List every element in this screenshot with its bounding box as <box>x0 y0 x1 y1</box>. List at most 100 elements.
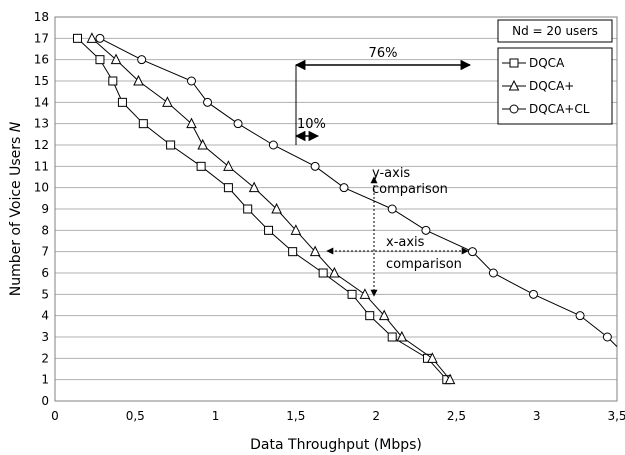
x-tick-label: 3,5 <box>607 409 625 423</box>
square-marker <box>138 119 148 129</box>
y-tick-label: 15 <box>34 74 49 88</box>
circle-marker <box>602 332 612 342</box>
info-box <box>497 19 613 43</box>
info-box-text: Nd = 20 users <box>512 24 598 38</box>
y-tick-label: 18 <box>34 10 49 24</box>
legend-item: DQCA <box>502 56 565 70</box>
y-tick-label: 14 <box>34 95 49 109</box>
square-marker <box>72 33 82 43</box>
triangle-marker <box>378 309 390 321</box>
square-marker <box>166 140 176 150</box>
circle-marker <box>529 289 539 299</box>
label-y-axis-2: comparison <box>372 182 448 197</box>
y-tick-label: 9 <box>41 202 49 216</box>
y-tick-label: 5 <box>41 287 49 301</box>
y-tick-label: 6 <box>41 266 49 280</box>
square-marker <box>243 204 253 214</box>
triangle-marker <box>223 160 234 171</box>
square-marker <box>223 183 233 193</box>
legend-item: DQCA+ <box>502 79 574 93</box>
label-y-axis-1: y-axis <box>372 166 410 181</box>
y-tick-label: 7 <box>41 245 49 259</box>
square-marker <box>288 247 298 257</box>
legend: DQCA DQCA+ DQCA+CL <box>497 47 613 125</box>
circle-marker <box>310 161 320 171</box>
triangle-marker <box>444 373 456 385</box>
x-tick-label: 1 <box>212 409 220 423</box>
circle-marker <box>203 97 213 107</box>
label-76pct: 76% <box>369 46 398 61</box>
y-tick-label: 0 <box>41 394 49 408</box>
triangle-marker <box>427 352 438 363</box>
square-marker <box>509 58 519 68</box>
triangle-marker <box>290 224 302 235</box>
series-dqca-pluscl <box>95 33 618 347</box>
y-tick-label: 1 <box>41 373 49 387</box>
triangle-marker <box>396 330 408 342</box>
x-tick-label: 2,5 <box>447 409 466 423</box>
x-tick-label: 2 <box>372 409 380 423</box>
x-tick-label: 1,5 <box>286 409 305 423</box>
y-tick-label: 12 <box>34 138 49 152</box>
y-axis-label: Number of Voice Users N <box>8 121 24 296</box>
plot-frame <box>54 16 618 402</box>
square-marker <box>108 76 118 86</box>
circle-marker <box>509 104 519 114</box>
triangle-marker <box>329 266 340 278</box>
circle-marker <box>95 33 105 43</box>
circle-marker <box>339 183 349 193</box>
square-marker <box>95 55 105 65</box>
y-tick-label: 4 <box>41 309 49 323</box>
x-tick-label: 0,5 <box>126 409 145 423</box>
y-tick-label: 11 <box>34 159 49 173</box>
x-tick-label: 0 <box>51 409 59 423</box>
y-tick-label: 3 <box>41 330 49 344</box>
label-10pct: 10% <box>297 117 326 132</box>
triangle-marker <box>133 74 144 86</box>
x-axis-label: Data Throughput (Mbps) <box>250 437 422 453</box>
circle-marker <box>268 140 278 150</box>
legend-label: DQCA+CL <box>529 102 590 116</box>
circle-marker <box>488 268 498 278</box>
triangle-marker <box>271 202 282 214</box>
square-marker <box>318 268 328 278</box>
y-tick-label: 17 <box>34 31 49 45</box>
triangle-marker <box>86 32 98 43</box>
y-axis-label-italic: N <box>8 121 24 132</box>
triangle-marker <box>110 53 122 65</box>
circle-marker <box>387 204 397 214</box>
x-tick-labels: 0 0,5 1 1,5 2 2,5 3 3,5 <box>51 409 625 423</box>
label-x-axis-2: comparison <box>386 257 462 272</box>
square-marker <box>264 225 274 235</box>
series-line <box>99 37 618 347</box>
y-tick-label: 2 <box>41 351 49 365</box>
series-layer <box>72 32 618 385</box>
triangle-marker <box>248 181 260 193</box>
y-tick-label: 16 <box>34 53 49 67</box>
circle-marker <box>421 225 431 235</box>
annotations: 76% 10% y-axis comparison x-axis compari… <box>294 46 472 297</box>
circle-marker <box>233 119 243 129</box>
y-axis-label-main: Number of Voice Users <box>8 132 24 296</box>
triangle-marker <box>197 138 209 150</box>
y-tick-label: 8 <box>41 223 49 237</box>
x-tick-label: 3 <box>533 409 541 423</box>
legend-label: DQCA+ <box>529 79 574 93</box>
square-marker <box>365 311 375 321</box>
label-x-axis-1: x-axis <box>386 235 425 250</box>
triangle-marker <box>309 245 321 257</box>
legend-label: DQCA <box>529 56 565 70</box>
circle-marker <box>467 247 477 257</box>
triangle-marker <box>359 288 371 299</box>
square-marker <box>117 97 127 107</box>
circle-marker <box>186 76 196 86</box>
circle-marker <box>575 311 585 321</box>
series-dqca-plus <box>86 32 456 385</box>
y-tick-label: 10 <box>34 181 49 195</box>
circle-marker <box>137 55 147 65</box>
triangle-marker <box>186 117 197 129</box>
square-marker <box>347 289 357 299</box>
triangle-marker <box>162 96 173 107</box>
